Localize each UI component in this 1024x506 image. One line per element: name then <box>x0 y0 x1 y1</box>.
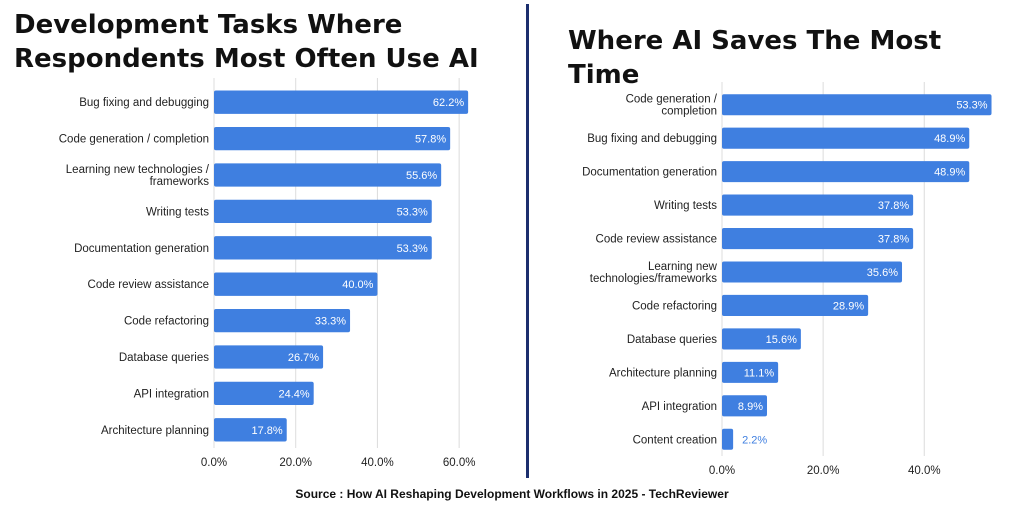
left-bar <box>214 90 469 114</box>
right-value-label: 8.9% <box>738 401 763 413</box>
right-bar <box>722 428 734 450</box>
right-bar <box>722 395 768 417</box>
left-value-label: 55.6% <box>406 170 437 182</box>
right-value-label: 2.2% <box>742 434 767 446</box>
left-category-label: Bug fixing and debugging <box>79 97 209 109</box>
right-category-label: Writing tests <box>654 200 717 212</box>
right-category-label: API integration <box>642 401 717 413</box>
right-value-label: 37.8% <box>878 200 909 212</box>
right-bar <box>722 228 914 250</box>
left-value-label: 53.3% <box>397 243 428 255</box>
left-category-label: frameworks <box>150 176 210 188</box>
right-bar <box>722 161 970 183</box>
right-bar <box>722 361 779 383</box>
right-category-label: technologies/frameworks <box>590 273 717 285</box>
right-value-label: 15.6% <box>766 334 797 346</box>
right-category-label: Bug fixing and debugging <box>587 133 717 145</box>
right-value-label: 11.1% <box>744 367 775 379</box>
left-category-label: API integration <box>134 388 209 400</box>
left-category-label: Code generation / completion <box>59 134 209 146</box>
right-bar-chart: 0.0% 20.0% 40.0% 53.3% Code generation /comp… <box>582 82 992 477</box>
left-category-label: Documentation generation <box>74 243 209 255</box>
left-x-tick-label: 60.0% <box>443 457 476 469</box>
right-category-label: Architecture planning <box>609 367 717 379</box>
left-bar <box>214 199 432 224</box>
right-category-label: Database queries <box>627 334 717 346</box>
left-x-tick-label: 20.0% <box>279 457 312 469</box>
left-value-label: 57.8% <box>415 134 446 146</box>
right-x-tick-label: 0.0% <box>709 465 735 477</box>
left-category-label: Code review assistance <box>88 279 209 291</box>
left-category-label: Learning new technologies / <box>66 164 210 176</box>
right-category-label: Code review assistance <box>596 234 717 246</box>
left-category-label: Architecture planning <box>101 425 209 437</box>
right-value-label: 37.8% <box>878 234 909 246</box>
right-category-label: Learning new <box>648 261 718 273</box>
left-bar <box>214 126 451 151</box>
left-value-label: 17.8% <box>252 425 283 437</box>
left-value-label: 53.3% <box>397 206 428 218</box>
left-bar <box>214 163 442 187</box>
right-category-label: Content creation <box>633 434 717 446</box>
right-x-tick-label: 40.0% <box>908 465 941 477</box>
panel-divider <box>526 4 529 478</box>
right-category-label: Code refactoring <box>632 300 717 312</box>
source-caption: Source : How AI Reshaping Development Wo… <box>295 487 729 501</box>
left-bar <box>214 236 432 260</box>
right-category-label: Code generation / <box>626 94 718 106</box>
right-value-label: 48.9% <box>934 133 965 145</box>
left-value-label: 26.7% <box>288 352 319 364</box>
left-bar <box>214 272 378 296</box>
right-value-label: 35.6% <box>867 267 898 279</box>
right-bar <box>722 194 914 216</box>
right-category-label: completion <box>661 106 717 118</box>
left-category-label: Database queries <box>119 352 209 364</box>
left-value-label: 33.3% <box>315 316 346 328</box>
left-bar-chart: 0.0% 20.0% 40.0% 60.0% 62.2% Bug fixing and d… <box>59 78 476 469</box>
left-category-label: Writing tests <box>146 206 209 218</box>
left-value-label: 24.4% <box>278 388 309 400</box>
right-value-label: 48.9% <box>934 167 965 179</box>
left-value-label: 62.2% <box>433 97 464 109</box>
left-bar <box>214 345 324 369</box>
right-category-label: Documentation generation <box>582 167 717 179</box>
right-bar <box>722 294 869 316</box>
right-value-label: 53.3% <box>956 100 987 112</box>
left-value-label: 40.0% <box>342 279 373 291</box>
right-bar <box>722 328 801 350</box>
left-category-label: Code refactoring <box>124 316 209 328</box>
right-x-tick-label: 20.0% <box>807 465 840 477</box>
left-bar <box>214 418 287 442</box>
right-chart-title: Where AI Saves The Most Time <box>568 26 942 90</box>
right-bar <box>722 261 903 283</box>
left-bar <box>214 381 314 406</box>
left-chart-title: Development Tasks Where Respondents Most… <box>14 10 479 74</box>
right-bar <box>722 94 992 116</box>
right-value-label: 28.9% <box>833 300 864 312</box>
left-x-tick-label: 40.0% <box>361 457 394 469</box>
left-x-tick-label: 0.0% <box>201 457 227 469</box>
right-bar <box>722 127 970 149</box>
left-bar <box>214 308 351 333</box>
